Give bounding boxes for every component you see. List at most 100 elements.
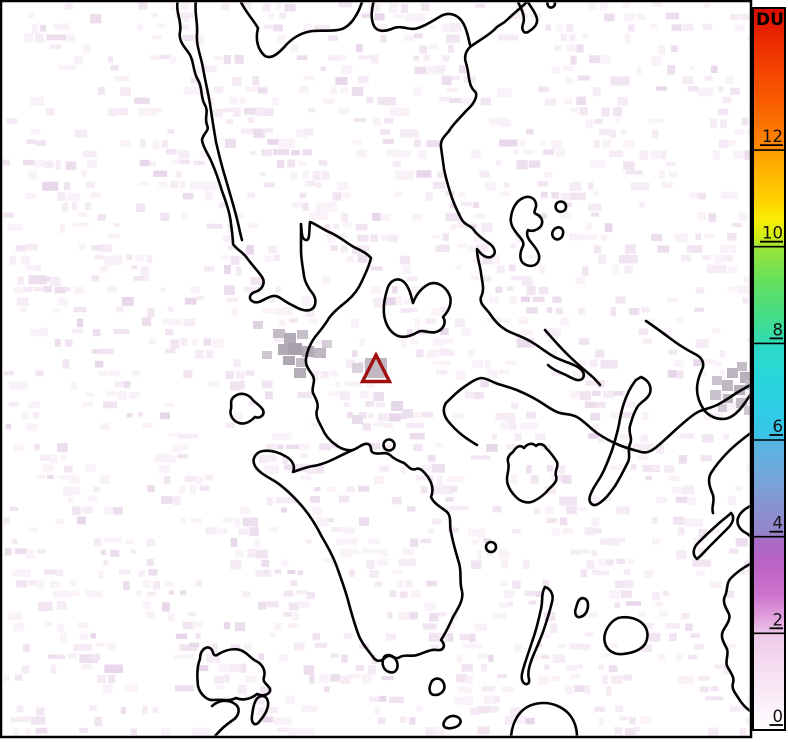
pixel-cell bbox=[75, 287, 85, 295]
pixel-cell bbox=[490, 706, 499, 713]
pixel-cell bbox=[280, 13, 287, 19]
pixel-cell bbox=[695, 234, 701, 240]
pixel-cell bbox=[416, 706, 423, 712]
pixel-cell bbox=[222, 108, 233, 112]
colorbar-tick-label: 8 bbox=[773, 320, 784, 339]
pixel-cell bbox=[554, 328, 561, 333]
pixel-cell bbox=[667, 65, 675, 75]
pixel-cell bbox=[462, 696, 473, 705]
pixel-cell bbox=[659, 611, 667, 617]
pixel-cell bbox=[278, 139, 295, 148]
pixel-cell bbox=[124, 381, 130, 388]
pixel-cell bbox=[442, 76, 452, 85]
pixel-cell bbox=[711, 66, 717, 73]
pixel-cell bbox=[184, 319, 196, 326]
pixel-cell bbox=[269, 455, 277, 462]
pixel-cell bbox=[626, 601, 641, 605]
pixel-cell bbox=[179, 486, 185, 494]
pixel-cell bbox=[523, 329, 533, 335]
pixel-cell bbox=[456, 674, 466, 683]
pixel-cell bbox=[243, 643, 252, 650]
pixel-cell bbox=[290, 580, 297, 586]
pixel-cell bbox=[426, 192, 433, 200]
pixel-cell bbox=[126, 539, 135, 543]
pixel-cell bbox=[713, 151, 720, 160]
pixel-cell bbox=[439, 97, 450, 101]
pixel-cell bbox=[198, 665, 208, 671]
pixel-cell bbox=[265, 182, 275, 187]
pixel-cell bbox=[169, 590, 174, 594]
pixel-cell bbox=[160, 413, 170, 420]
pixel-cell bbox=[655, 602, 662, 607]
pixel-cell bbox=[301, 475, 312, 480]
pixel-cell bbox=[338, 108, 349, 115]
pixel-cell bbox=[153, 581, 160, 590]
pixel-cell bbox=[28, 401, 40, 408]
pixel-cell bbox=[83, 44, 91, 53]
pixel-cell bbox=[55, 287, 66, 294]
pixel-cell bbox=[329, 391, 340, 396]
pixel-cell bbox=[301, 454, 308, 458]
pixel-cell bbox=[433, 361, 451, 365]
pixel-cell bbox=[409, 717, 415, 725]
pixel-cell bbox=[463, 644, 482, 649]
pixel-cell bbox=[126, 254, 132, 260]
pixel-cell bbox=[386, 633, 396, 640]
pixel-cell bbox=[259, 455, 269, 463]
pixel-cell bbox=[421, 3, 429, 11]
pixel-cell bbox=[37, 475, 46, 479]
pixel-cell bbox=[339, 3, 352, 8]
pixel-cell bbox=[485, 182, 497, 190]
pixel-cell bbox=[195, 477, 203, 485]
pixel-cell bbox=[571, 550, 582, 555]
pixel-cell bbox=[259, 653, 265, 660]
pixel-cell bbox=[500, 422, 511, 429]
pixel-cell bbox=[492, 613, 506, 619]
pixel-cell bbox=[263, 4, 271, 12]
pixel-cell bbox=[356, 224, 368, 231]
pixel-cell bbox=[634, 727, 640, 732]
pixel-cell bbox=[351, 318, 360, 328]
pixel-cell bbox=[652, 592, 660, 600]
pixel-cell bbox=[510, 422, 517, 430]
pixel-cell bbox=[85, 464, 96, 472]
pixel-cell bbox=[193, 622, 203, 627]
pixel-cell bbox=[180, 160, 190, 164]
pixel-cell bbox=[330, 370, 338, 376]
pixel-cell bbox=[371, 549, 381, 553]
pixel-cell bbox=[166, 349, 176, 353]
pixel-cell bbox=[3, 213, 14, 218]
pixel-cell bbox=[609, 150, 623, 157]
pixel-cell bbox=[658, 45, 665, 55]
pixel-cell bbox=[499, 191, 510, 196]
pixel-cell bbox=[708, 728, 718, 737]
pixel-cell bbox=[703, 255, 711, 260]
pixel-cell bbox=[14, 728, 19, 735]
pixel-cell bbox=[621, 590, 632, 598]
pixel-cell bbox=[162, 602, 170, 611]
pixel-cell bbox=[675, 233, 688, 242]
pixel-cell bbox=[623, 161, 635, 170]
pixel-cell bbox=[676, 655, 683, 661]
pixel-cell bbox=[94, 538, 102, 546]
pixel-cell bbox=[330, 245, 338, 251]
pixel-cell bbox=[377, 559, 388, 566]
pixel-cell bbox=[343, 527, 355, 534]
pixel-cell bbox=[298, 601, 310, 608]
pixel-cell bbox=[386, 149, 397, 156]
pixel-cell bbox=[601, 235, 607, 242]
pixel-cell bbox=[644, 570, 654, 578]
pixel-cell bbox=[462, 664, 473, 672]
pixel-cell bbox=[56, 160, 61, 169]
pixel-cell bbox=[368, 665, 377, 674]
pixel-cell bbox=[373, 118, 381, 126]
pixel-cell bbox=[74, 130, 87, 138]
pixel-cell bbox=[379, 466, 389, 472]
pixel-cell bbox=[109, 371, 121, 377]
pixel-cell bbox=[266, 444, 277, 450]
pixel-cell bbox=[570, 643, 579, 649]
pixel-cell bbox=[594, 140, 600, 148]
pixel-cell bbox=[291, 150, 300, 155]
pixel-cell bbox=[24, 287, 32, 292]
pixel-cell bbox=[397, 580, 405, 588]
